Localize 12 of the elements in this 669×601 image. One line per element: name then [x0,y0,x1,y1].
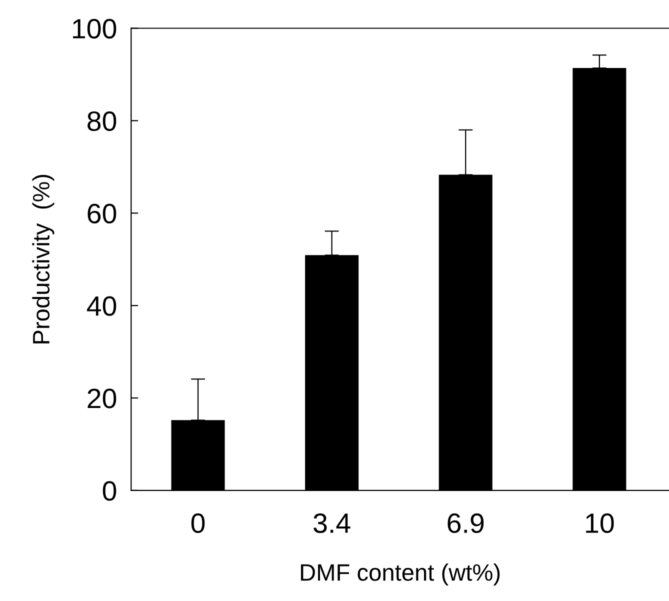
y-tick-label: 80 [88,111,116,132]
x-tick-label: 0 [191,513,205,534]
y-tick-label: 20 [88,388,116,408]
x-tick-label: 10 [586,513,614,534]
y-tick-label: 60 [88,204,116,224]
y-tick-label: 0 [102,481,116,501]
x-tick-label: 6.9 [448,513,484,534]
x-axis-title: DMF content (wt%) [300,564,500,586]
y-tick-label: 40 [86,296,116,316]
y-axis-title: Productivity (%) [32,174,54,344]
y-tick-label: 100 [73,18,116,39]
x-tick-label: 3.4 [314,513,350,534]
